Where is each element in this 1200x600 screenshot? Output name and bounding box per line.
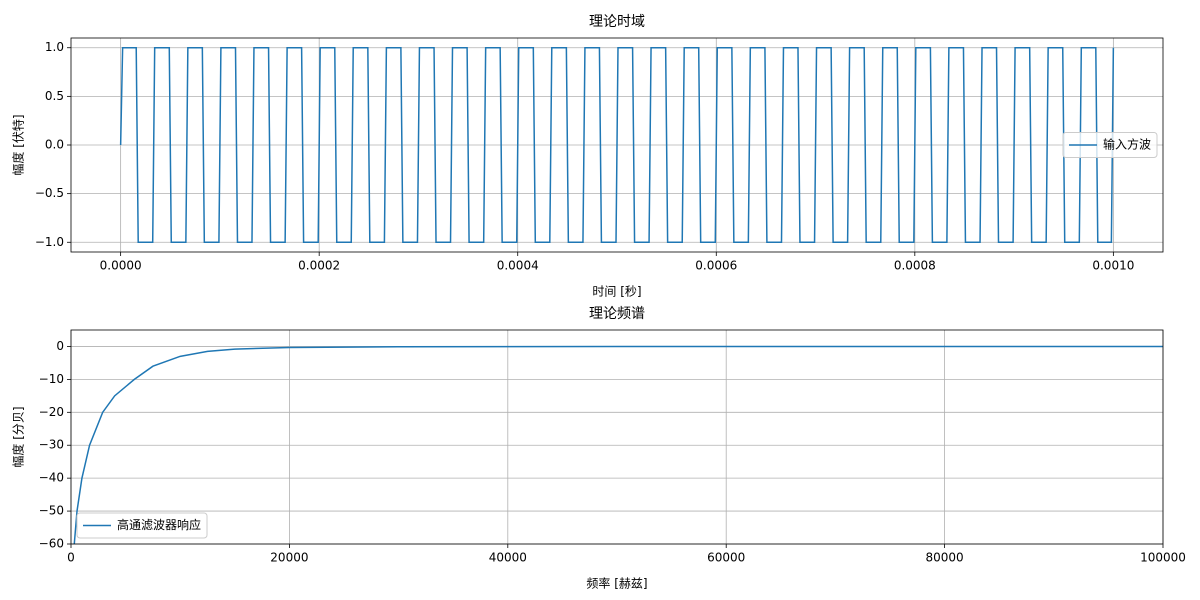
legend-box (1062, 132, 1158, 158)
x-tick-label: 0.0008 (894, 259, 936, 273)
y-axis-label: 幅度 [伏特] (11, 114, 26, 175)
x-tick-label: 0.0004 (497, 259, 539, 273)
x-tick-label: 40000 (489, 551, 527, 565)
axes-frame (70, 37, 1164, 253)
x-axis-label: 时间 [秒] (592, 285, 641, 299)
legend-label: 输入方波 (1103, 137, 1151, 152)
x-tick-label: 100000 (1140, 551, 1186, 565)
y-tick-label: −1.0 (35, 235, 64, 249)
series-line (73, 345, 1163, 544)
x-tick-label: 0.0010 (1092, 259, 1134, 273)
y-tick-label: −10 (39, 372, 64, 386)
chart-title: 理论频谱 (589, 306, 645, 322)
x-tick-label: 20000 (270, 551, 308, 565)
x-tick-label: 0.0006 (695, 259, 737, 273)
y-tick-label: 1.0 (45, 40, 64, 54)
x-tick-label: 80000 (926, 551, 964, 565)
y-tick-label: −50 (39, 504, 64, 518)
x-tick-label: 0.0002 (298, 259, 340, 273)
legend: 输入方波 (1062, 132, 1158, 158)
y-tick-label: −60 (39, 537, 64, 551)
y-axis-label: 幅度 [分贝] (11, 406, 26, 467)
y-tick-label: −40 (39, 471, 64, 485)
legend-box (76, 512, 208, 539)
y-tick-label: −0.5 (35, 186, 64, 200)
y-tick-label: 0.5 (45, 89, 64, 103)
axes-frame (70, 329, 1164, 545)
x-tick-label: 60000 (707, 551, 745, 565)
x-axis-label: 频率 [赫兹] (586, 576, 647, 591)
series-line (119, 46, 1115, 244)
y-tick-label: −20 (39, 405, 64, 419)
y-tick-label: −30 (39, 438, 64, 452)
chart-title: 理论时域 (589, 14, 645, 30)
y-tick-label: 0.0 (45, 138, 64, 152)
legend: 高通滤波器响应 (76, 512, 208, 539)
x-tick-label: 0.0000 (100, 259, 142, 273)
x-tick-label: 0 (67, 551, 75, 565)
legend-label: 高通滤波器响应 (117, 517, 201, 532)
y-tick-label: 0 (56, 339, 64, 353)
